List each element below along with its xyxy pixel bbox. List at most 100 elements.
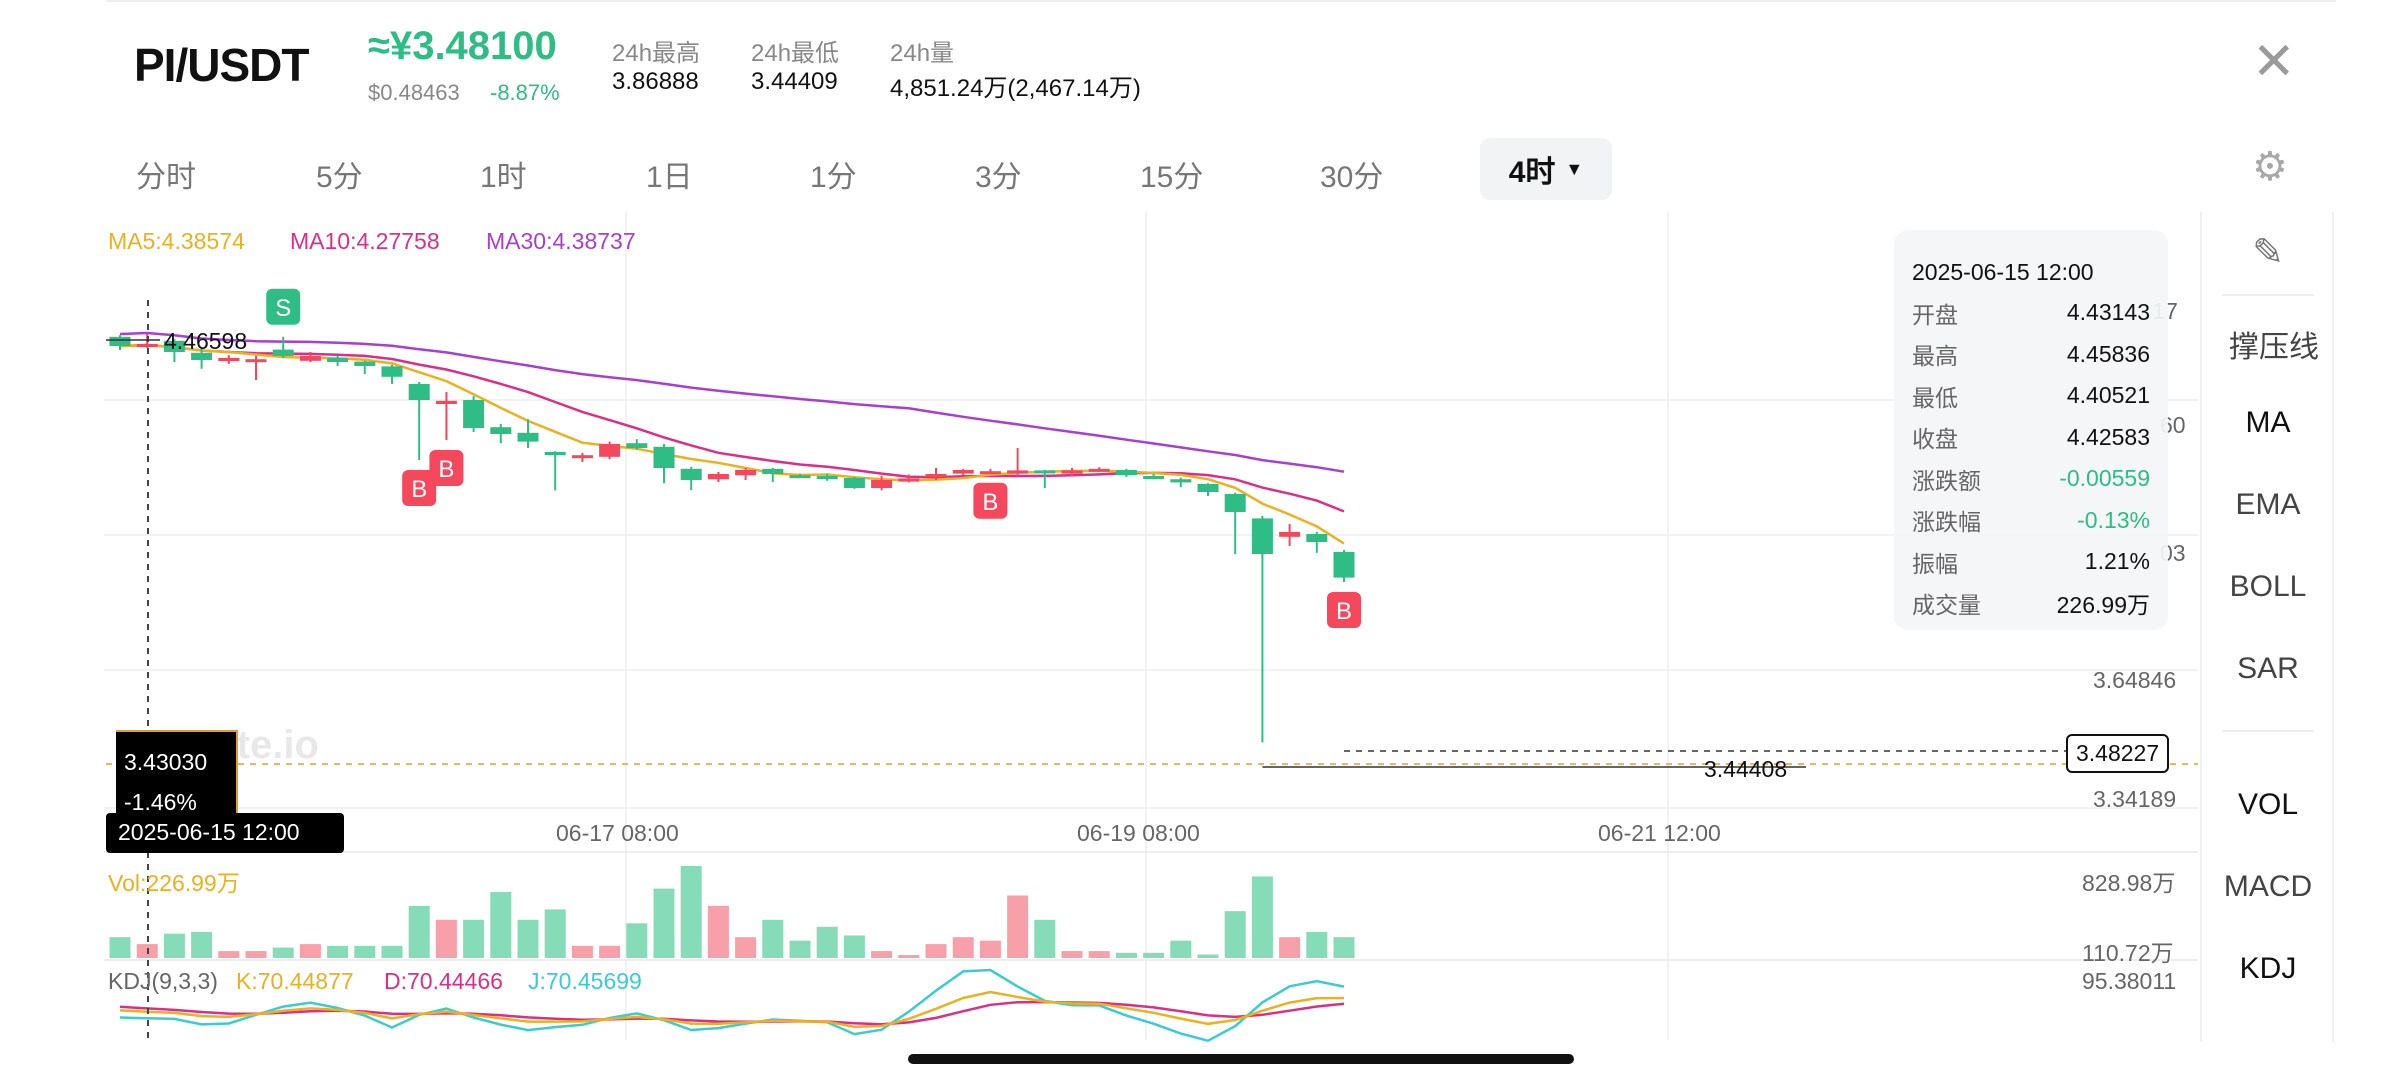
kdj-legend-title: KDJ(9,3,3) <box>108 968 218 994</box>
tooltip-label: 涨跌额 <box>1912 467 1981 494</box>
volume-bar <box>354 945 376 958</box>
chart-overlay <box>106 300 2198 1040</box>
price-axis-label: 3.34189 <box>2093 786 2177 812</box>
sidebar-item-support-resistance[interactable]: 撑压线 <box>2229 331 2319 364</box>
sidebar-item-macd[interactable]: MACD <box>2223 870 2313 903</box>
signal-marker-badge <box>1327 592 1361 628</box>
pencil-icon[interactable]: ✎ <box>2252 232 2284 274</box>
price-axis-label: 3.64846 <box>2093 667 2177 693</box>
chart-grid <box>104 212 2198 1040</box>
tooltip-row-change: 涨跌额 -0.00559 <box>1912 458 2150 500</box>
candle-body <box>1170 479 1192 483</box>
sidebar-item-sar[interactable]: SAR <box>2237 652 2299 685</box>
candle-body <box>245 359 267 363</box>
candle-body <box>898 478 920 482</box>
volume-bar <box>163 933 185 958</box>
sidebar-item-ema[interactable]: EMA <box>2235 488 2301 521</box>
crosshair-price-box: 3.43030 -1.46% <box>116 730 238 816</box>
tooltip-row-open: 开盘 4.43143 <box>1912 292 2150 334</box>
signal-marker-letter: B <box>982 489 998 516</box>
kdj-d-line <box>119 1000 1345 1026</box>
volume-bar <box>1251 876 1273 958</box>
candle-body <box>218 358 240 361</box>
tab-1m[interactable]: 1分 <box>810 161 857 194</box>
candle-body <box>354 361 376 366</box>
signal-marker-badge <box>429 450 464 486</box>
volume-bar <box>517 919 539 958</box>
candle-body <box>1333 552 1355 578</box>
close-icon[interactable]: ✕ <box>2252 33 2296 91</box>
tab-30m[interactable]: 30分 <box>1320 161 1384 194</box>
tooltip-value: 4.45836 <box>2066 340 2150 367</box>
sidebar-divider <box>2200 212 2202 1042</box>
time-axis-label: 06-17 08:00 <box>556 820 679 846</box>
tooltip-row-amplitude: 振幅 1.21% <box>1912 541 2150 583</box>
sidebar-divider <box>2332 212 2334 1042</box>
volume-bar <box>490 892 512 958</box>
tooltip-value: -0.13% <box>2077 506 2150 533</box>
candle-body <box>191 352 213 360</box>
time-axis-label: 06-21 12:00 <box>1598 820 1721 846</box>
tab-4h-label: 4时 <box>1508 156 1556 189</box>
volume-bars <box>109 866 1355 958</box>
ma30-legend: MA30:4.38737 <box>486 228 636 254</box>
kdj-k-line <box>119 990 1345 1029</box>
change-percent: -8.87% <box>490 80 560 105</box>
signal-marker-letter: S <box>275 295 291 322</box>
signal-marker-badge <box>973 482 1008 519</box>
volume-bar <box>272 947 294 958</box>
candle-body <box>952 470 974 474</box>
tab-1d[interactable]: 1日 <box>646 161 693 194</box>
tooltip-date: 2025-06-15 12:00 <box>1912 258 2094 285</box>
tab-5m[interactable]: 5分 <box>316 161 363 194</box>
tab-4h-dropdown[interactable]: 4时 ▼ <box>1480 138 1612 200</box>
volume-bar <box>435 919 457 958</box>
tooltip-label: 振幅 <box>1912 550 1958 577</box>
candle-body <box>571 455 593 459</box>
sidebar-separator <box>2222 730 2314 732</box>
kdj-j-line <box>119 968 1345 1043</box>
stat-low-label: 24h最低 <box>751 40 840 67</box>
candle-body <box>653 446 675 468</box>
candle-body <box>408 384 430 400</box>
sidebar-item-kdj[interactable]: KDJ <box>2239 952 2297 985</box>
tooltip-row-change-pct: 涨跌幅 -0.13% <box>1912 500 2150 542</box>
stat-low-value: 3.44409 <box>751 68 838 95</box>
stat-volume-label: 24h量 <box>890 40 955 67</box>
tooltip-label: 涨跌幅 <box>1912 509 1981 536</box>
kdj-lines <box>119 968 1345 1043</box>
volume-axis-bottom: 110.72万 <box>2082 940 2174 966</box>
candle-body <box>1251 518 1273 554</box>
tab-15m[interactable]: 15分 <box>1140 161 1204 194</box>
candle-body <box>1279 532 1301 537</box>
candle-body <box>272 349 294 356</box>
candle-body <box>789 475 811 479</box>
crosshair-date: 2025-06-15 12:00 <box>106 813 344 853</box>
sidebar-item-ma[interactable]: MA <box>2245 406 2291 439</box>
candle-body <box>816 476 838 479</box>
tooltip-value: 226.99万 <box>2056 592 2150 619</box>
tab-3m[interactable]: 3分 <box>975 161 1022 194</box>
top-divider <box>106 0 2336 2</box>
gear-icon[interactable]: ⚙ <box>2252 145 2288 189</box>
volume-bar <box>571 945 593 958</box>
tooltip-value: 4.42583 <box>2066 423 2150 450</box>
candle-body <box>163 340 185 352</box>
tab-1h[interactable]: 1时 <box>480 161 527 194</box>
volume-bar <box>707 905 729 958</box>
volume-bar <box>1333 937 1355 958</box>
volume-bar <box>898 955 920 958</box>
ohlc-tooltip: 2025-06-15 12:00 开盘 4.43143 最高 4.45836 最低 4… <box>1894 230 2168 630</box>
tab-time-share[interactable]: 分时 <box>136 161 196 194</box>
candle-body <box>381 366 403 377</box>
candle-body <box>1306 534 1328 542</box>
sidebar-item-boll[interactable]: BOLL <box>2229 570 2307 603</box>
volume-legend: Vol:226.99万 <box>108 870 240 896</box>
volume-bar <box>626 923 648 958</box>
sidebar-item-vol[interactable]: VOL <box>2237 788 2299 821</box>
volume-bar <box>218 951 240 958</box>
tooltip-label: 最高 <box>1912 343 1958 370</box>
